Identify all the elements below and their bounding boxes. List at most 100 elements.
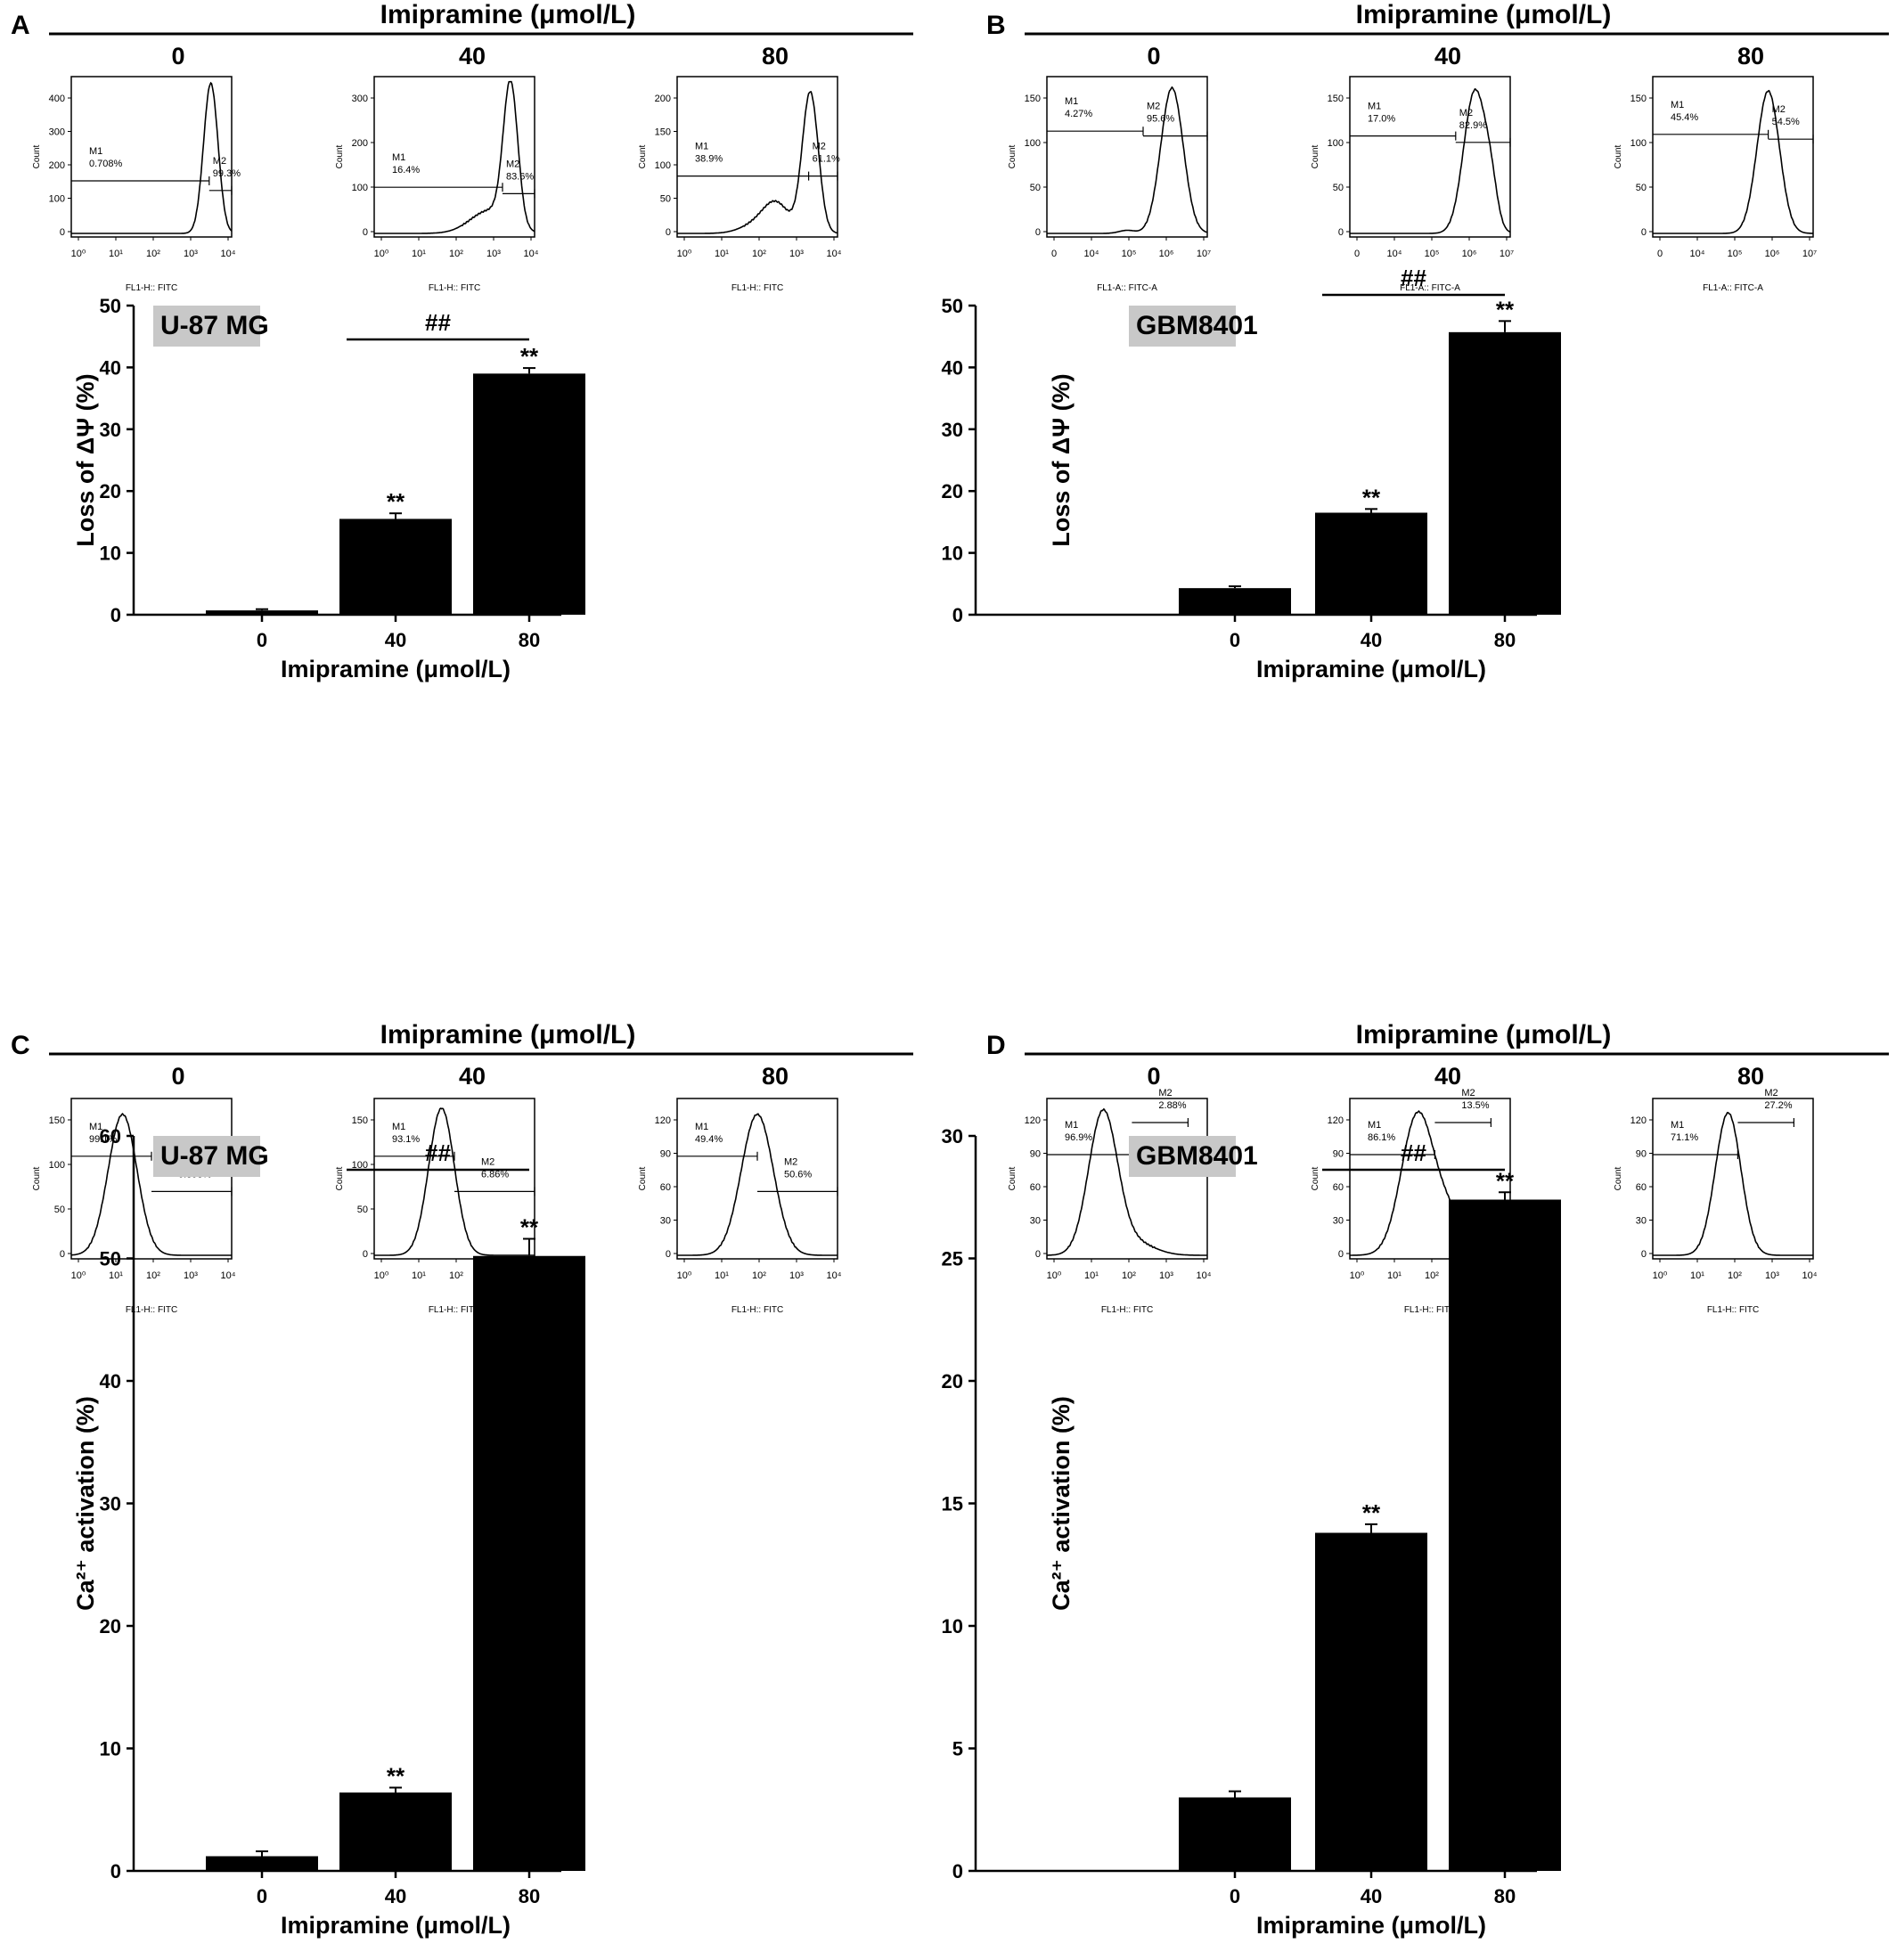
histogram-curve <box>1653 1112 1813 1256</box>
y-tick-label: 30 <box>1030 1216 1041 1227</box>
histogram-curve <box>677 91 838 234</box>
x-axis-label: FL1-A:: FITC-A <box>1097 283 1157 293</box>
x-tick-label: 10⁰ <box>677 249 692 259</box>
significance-marker: ** <box>1362 1499 1381 1526</box>
x-tick-label: 10⁰ <box>677 1270 692 1281</box>
x-tick-label: 40 <box>1361 1885 1382 1907</box>
y-tick-label: 150 <box>352 1115 368 1126</box>
imipramine-header: Imipramine (μmol/L) <box>1356 1020 1612 1049</box>
dose-label: 80 <box>762 43 789 69</box>
x-tick-label: 10⁵ <box>1728 249 1743 259</box>
plot-frame <box>1349 76 1511 238</box>
bar <box>473 1255 585 1871</box>
x-tick-label: 10⁷ <box>1500 249 1514 259</box>
cell-line-label: U-87 MG <box>153 1136 269 1177</box>
y-tick-label: 40 <box>100 356 121 379</box>
y-tick-label: 30 <box>100 1493 121 1515</box>
y-tick-label: 30 <box>100 419 121 441</box>
panel-d: D Imipramine (μmol/L) 0 40 80 0 30 60 90 120 Count… <box>942 1020 1889 1939</box>
x-tick-label: 10¹ <box>1387 1270 1402 1281</box>
x-axis-label: Imipramine (μmol/L) <box>1256 1912 1486 1939</box>
x-tick-label: 10³ <box>486 249 501 259</box>
y-tick-label: 10 <box>942 543 963 565</box>
gate-m1-name: M1 <box>1368 1120 1381 1131</box>
comparison-marker: ## <box>1401 1139 1426 1166</box>
plot-frame <box>70 1098 233 1260</box>
x-tick-label: 10² <box>1728 1270 1742 1281</box>
y-tick-label: 200 <box>352 138 368 149</box>
bar-chart: 0 10 20 30 40 50 Loss of ΔΨ (%) 0 40 ** 80 ** Imipra… <box>942 265 1561 682</box>
y-tick-label: 150 <box>1025 94 1041 104</box>
x-tick-label: 0 <box>1354 249 1360 259</box>
bar <box>206 1856 318 1871</box>
x-tick-label: 10⁴ <box>1387 249 1402 259</box>
gate-m2-name: M2 <box>784 1156 797 1167</box>
y-tick-label: 0 <box>1338 1249 1344 1260</box>
x-tick-label: 10⁷ <box>1802 249 1817 259</box>
y-tick-label: 100 <box>49 194 65 205</box>
gate-m1-value: 49.4% <box>695 1134 723 1145</box>
x-tick-label: 10³ <box>1159 1270 1173 1281</box>
gate-m1-value: 93.1% <box>392 1134 420 1145</box>
gate-m2-name: M2 <box>813 142 826 152</box>
gate-m1-value: 45.4% <box>1671 112 1698 123</box>
comparison-marker: ## <box>425 1139 451 1166</box>
y-tick-label: 50 <box>54 1205 65 1215</box>
y-axis-label: Loss of ΔΨ (%) <box>1048 373 1075 546</box>
bar-chart: 0 10 20 30 40 50 60 Ca²⁺ activation (%) 0 40 ** 80 *… <box>72 1125 585 1939</box>
y-tick-label: 30 <box>942 1125 963 1147</box>
bar <box>1179 1797 1291 1871</box>
panel-c: C Imipramine (μmol/L)0 40 80050100150Count1… <box>11 1020 913 1939</box>
plot-frame <box>676 76 838 238</box>
x-tick-label: 40 <box>1361 629 1382 651</box>
histogram-curve <box>1350 87 1511 234</box>
x-tick-label: 10⁴ <box>524 249 539 259</box>
y-axis-label: Count <box>32 144 42 168</box>
plot-frame <box>676 1098 838 1260</box>
y-axis-label: Count <box>1614 1166 1623 1190</box>
x-tick-label: 10⁴ <box>827 1270 842 1281</box>
y-tick-label: 120 <box>1025 1115 1041 1126</box>
y-tick-label: 20 <box>942 1370 963 1392</box>
panel-a: A Imipramine (μmol/L)0 40 800100200300400Co… <box>11 0 913 682</box>
dose-label: 80 <box>1737 1063 1764 1090</box>
y-tick-label: 50 <box>357 1205 368 1215</box>
gate-m1-name: M1 <box>392 1122 405 1132</box>
y-tick-label: 0 <box>110 1860 121 1882</box>
x-tick-label: 10⁴ <box>827 249 842 259</box>
histogram-curve <box>71 81 233 234</box>
gate-m2-name: M2 <box>506 159 519 169</box>
bar <box>1315 1532 1427 1871</box>
y-tick-label: 50 <box>660 194 671 205</box>
histogram-curve <box>1653 89 1813 234</box>
y-tick-label: 50 <box>1636 183 1647 193</box>
x-tick-label: 10⁰ <box>1350 1270 1365 1281</box>
y-tick-label: 10 <box>100 1738 121 1760</box>
y-tick-label: 120 <box>1328 1115 1344 1126</box>
y-tick-label: 0 <box>952 1860 963 1882</box>
y-tick-label: 0 <box>1641 1249 1647 1260</box>
x-tick-label: 80 <box>1494 629 1516 651</box>
gate-m1-value: 4.27% <box>1065 109 1092 119</box>
x-tick-label: 10³ <box>184 1270 198 1281</box>
y-tick-label: 50 <box>100 295 121 317</box>
x-axis-label: FL1-H:: FITC <box>731 1305 783 1315</box>
x-tick-label: 40 <box>385 629 406 651</box>
y-tick-label: 0 <box>666 227 671 238</box>
gate-m2-value: 99.3% <box>213 168 241 179</box>
bar <box>1179 588 1291 615</box>
x-axis-label: FL1-H:: FITC <box>126 1305 177 1315</box>
y-tick-label: 60 <box>100 1125 121 1147</box>
y-tick-label: 50 <box>942 295 963 317</box>
y-axis-label: Count <box>335 144 345 168</box>
gate-m2-value: 83.6% <box>506 171 534 182</box>
y-tick-label: 5 <box>952 1738 963 1760</box>
gate-m2-name: M2 <box>1459 108 1473 118</box>
cell-line-box <box>153 1136 260 1177</box>
y-tick-label: 20 <box>100 480 121 502</box>
gate-m1-name: M1 <box>1065 1120 1078 1131</box>
y-tick-label: 100 <box>1328 138 1344 149</box>
y-tick-label: 60 <box>660 1182 671 1193</box>
